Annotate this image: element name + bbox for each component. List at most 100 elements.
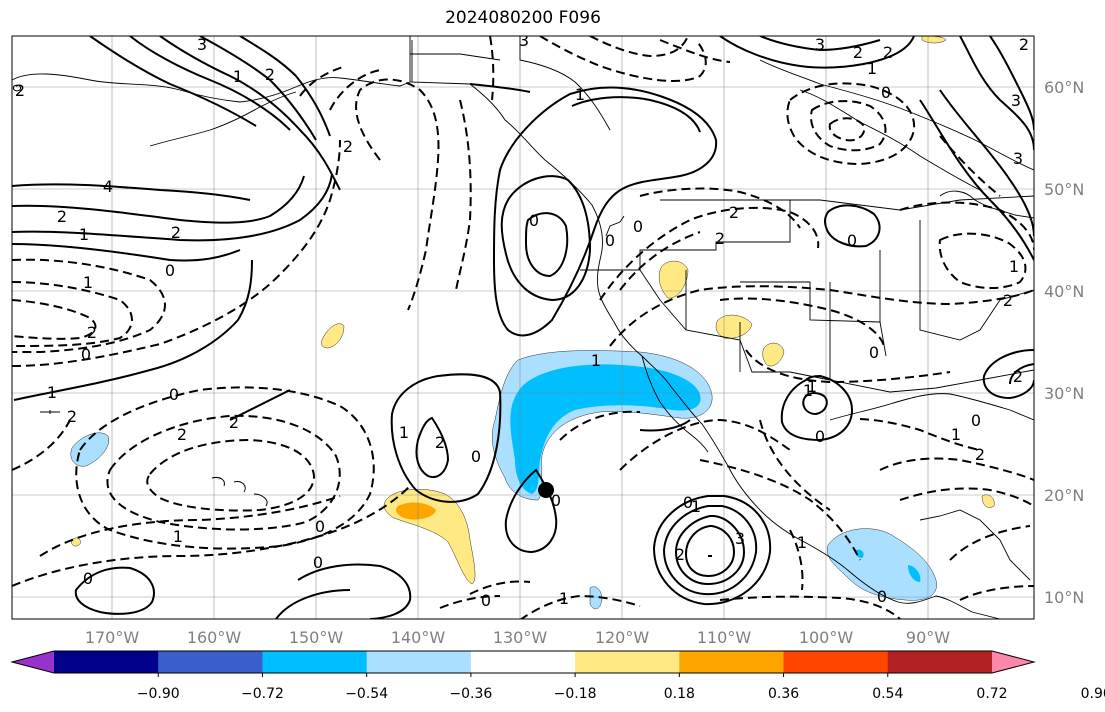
contour-label: 0 xyxy=(313,553,323,572)
contour-label: 2 xyxy=(15,81,25,100)
colorbar-tick-label: 0.54 xyxy=(872,686,903,702)
lat-label: 50°N xyxy=(1044,180,1084,199)
contour-label: 2 xyxy=(171,223,181,242)
contour-label: 0 xyxy=(847,231,857,250)
colorbar-segment xyxy=(783,651,889,673)
contour-label: 0 xyxy=(315,517,325,536)
contour-label: 2 xyxy=(883,43,893,62)
colorbar-tick-label: −0.72 xyxy=(241,686,284,702)
contour-label: 3 xyxy=(815,35,825,54)
contour-label: 0 xyxy=(481,591,491,610)
pos-weak-region-3 xyxy=(715,314,753,339)
contour-label: 0 xyxy=(869,343,879,362)
contour-label: 2 xyxy=(67,407,77,426)
neg-weak-region-hawaii-west xyxy=(70,432,109,467)
contour-label: 3 xyxy=(197,35,207,54)
contour-label: 1 xyxy=(79,225,89,244)
lat-label: 10°N xyxy=(1044,588,1084,607)
contour-label: 0 xyxy=(683,493,693,512)
contour-label: 0 xyxy=(815,427,825,446)
contour-label: 1 xyxy=(867,59,877,78)
shaded-anomalies xyxy=(70,36,995,610)
lon-label: 150°W xyxy=(289,628,344,647)
pos-weak-region-1 xyxy=(321,323,345,349)
neg-weak-region-south xyxy=(589,586,603,610)
colorbar-tick-label: −0.18 xyxy=(554,686,597,702)
lon-label: 120°W xyxy=(595,628,650,647)
contour-label: 0 xyxy=(633,217,643,236)
contour-label: 2 xyxy=(57,207,67,226)
colorbar-tick-labels: −0.90 −0.72 −0.54 −0.36 −0.18 0.18 0.36 … xyxy=(137,686,1105,702)
contour-label: 4 xyxy=(103,177,113,196)
contour-label: 1 xyxy=(797,533,807,552)
contour-label: 2 xyxy=(1003,291,1013,310)
neg-strong-region-central-america-2 xyxy=(855,549,864,558)
contour-label: 2 xyxy=(87,323,97,342)
contour-label: 2 xyxy=(435,433,445,452)
contour-label: 0 xyxy=(83,569,93,588)
colorbar-segment xyxy=(575,651,680,673)
contours-dashed xyxy=(12,36,1034,619)
contour-label: 0 xyxy=(169,385,179,404)
contour-label: 1 xyxy=(233,67,243,86)
lon-label: 110°W xyxy=(697,628,752,647)
contours xyxy=(12,36,1034,619)
colorbar-segment xyxy=(887,651,993,673)
lon-label: 140°W xyxy=(391,628,446,647)
pos-mid-region-pacific xyxy=(396,502,436,520)
colorbar-tick-label: 0.90 xyxy=(1081,686,1105,702)
contour-label: 1 xyxy=(951,425,961,444)
contour-label: 2 xyxy=(675,545,685,564)
colorbar-extend-high xyxy=(992,651,1034,673)
contour-label: 1 xyxy=(83,273,93,292)
contour-label: 1 xyxy=(803,381,813,400)
contour-label: 2 xyxy=(343,137,353,156)
pos-weak-region-4 xyxy=(762,342,785,367)
contour-label: 1 xyxy=(399,423,409,442)
colorbar-segment xyxy=(54,651,159,673)
lon-label: 160°W xyxy=(187,628,242,647)
contour-label: 0 xyxy=(881,83,891,102)
contour-label: 2 xyxy=(975,445,985,464)
contour-label: 1 xyxy=(807,377,817,396)
contour-label: 0 xyxy=(551,491,561,510)
contour-labels: 4 2 1 2 0 1 2 0 1 2 0 2 2 1 0 0 3 2 1 3 … xyxy=(15,31,1029,610)
pos-weak-region-6 xyxy=(71,537,81,547)
contour-label: 1 xyxy=(575,85,585,104)
contour-label: 3 xyxy=(519,31,529,50)
contour-label: 0 xyxy=(471,447,481,466)
map-title: 2024080200 F096 xyxy=(445,8,601,28)
colorbar-segment xyxy=(262,651,368,673)
islands xyxy=(13,84,268,507)
colorbar-segment xyxy=(158,651,263,673)
contour-label: 3 xyxy=(1013,149,1023,168)
contour-label: 2 xyxy=(1019,35,1029,54)
latitude-labels: 60°N 50°N 40°N 30°N 20°N 10°N xyxy=(1044,78,1084,607)
lat-label: 40°N xyxy=(1044,282,1084,301)
colorbar-outline xyxy=(10,650,1036,674)
contour-label: 2 xyxy=(229,413,239,432)
colorbar-segment xyxy=(366,651,472,673)
colorbar-tick-label: 0.18 xyxy=(664,686,695,702)
pos-weak-region-2 xyxy=(658,260,689,299)
colorbar xyxy=(10,650,1036,677)
colorbar-tick-label: 0.36 xyxy=(768,686,799,702)
colorbar-tick-label: −0.54 xyxy=(345,686,388,702)
colorbar-tick-label: 0.72 xyxy=(976,686,1007,702)
lon-label: 90°W xyxy=(906,628,950,647)
contour-label: 1 xyxy=(1009,257,1019,276)
colorbar-extend-low xyxy=(12,651,54,673)
lat-label: 30°N xyxy=(1044,384,1084,403)
neg-strong-region-central-america xyxy=(908,565,921,582)
location-marker xyxy=(538,482,554,498)
colorbar-tick-label: −0.90 xyxy=(137,686,180,702)
contour-label: 0 xyxy=(81,345,91,364)
map-frame xyxy=(11,35,1035,620)
lon-label: 170°W xyxy=(85,628,140,647)
colorbar-segment xyxy=(470,651,576,673)
contour-label: 2 xyxy=(265,65,275,84)
contour-label: 2 xyxy=(1013,367,1023,386)
contour-label: 2 xyxy=(715,229,725,248)
contour-label: 0 xyxy=(877,587,887,606)
